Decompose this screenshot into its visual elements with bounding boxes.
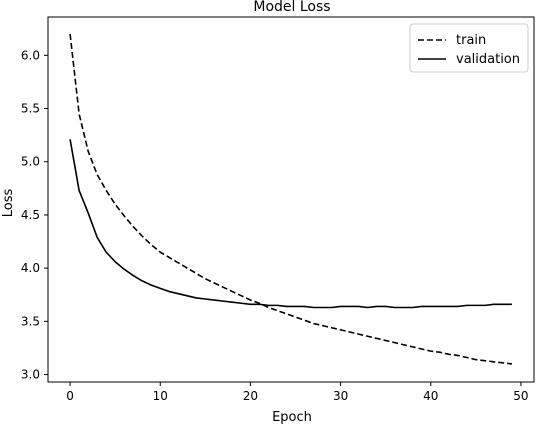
y-tick-label: 3.5 — [21, 314, 40, 328]
series-line-train — [69, 33, 513, 365]
y-tick-label: 6.0 — [21, 48, 40, 62]
legend-label-train: train — [456, 33, 486, 48]
plot-area: 0 10 20 30 40 50 3.0 3.5 4.0 4.5 5.0 5.5 6.0 — [21, 16, 535, 403]
y-tick-label: 3.0 — [21, 368, 40, 382]
x-axis-label: Epoch — [272, 410, 312, 424]
y-axis-label: Loss — [1, 189, 16, 218]
x-tick-label: 30 — [333, 389, 348, 403]
x-tick-label: 0 — [66, 389, 74, 403]
x-tick-label: 40 — [423, 389, 438, 403]
y-tick-label: 4.5 — [21, 208, 40, 222]
chart-title: Model Loss — [253, 0, 330, 15]
legend: train validation — [409, 23, 529, 73]
x-tick-label: 20 — [243, 389, 258, 403]
y-tick-label: 5.5 — [21, 102, 40, 116]
legend-label-validation: validation — [456, 52, 520, 67]
series-line-validation — [69, 139, 512, 309]
x-tick-label: 50 — [513, 389, 528, 403]
plot-frame — [47, 16, 535, 383]
legend-box — [409, 23, 529, 73]
y-tick-label: 5.0 — [21, 155, 40, 169]
x-tick-label: 10 — [153, 389, 168, 403]
y-tick-label: 4.0 — [21, 261, 40, 275]
